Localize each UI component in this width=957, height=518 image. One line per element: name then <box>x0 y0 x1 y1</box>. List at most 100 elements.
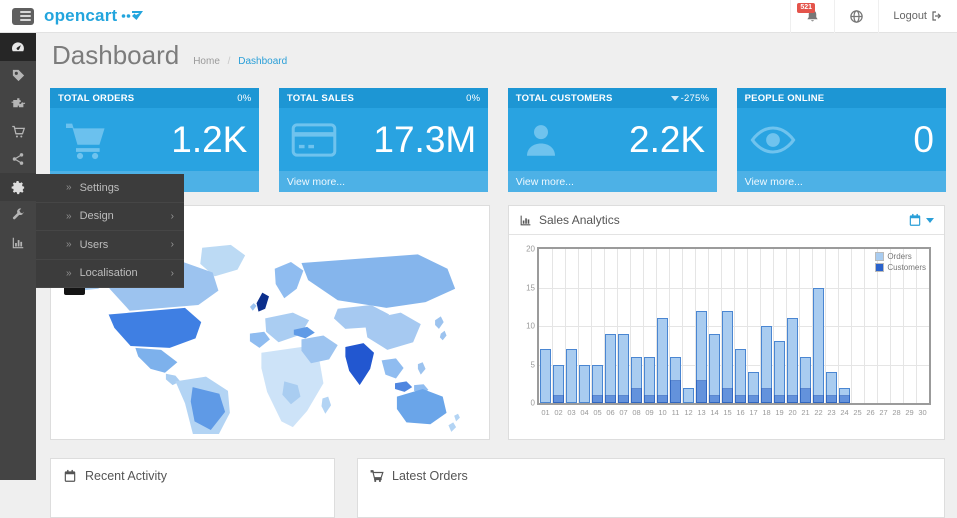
breadcrumb-home[interactable]: Home <box>193 56 220 67</box>
legend-label: Customers <box>887 263 926 272</box>
stat-tile-total-customers: TOTAL CUSTOMERS -275% 2.2K View more... <box>507 88 718 192</box>
stat-tile-value: 2.2K <box>629 119 706 160</box>
x-axis-tick-label: 20 <box>788 408 797 417</box>
customers-bar[interactable] <box>618 395 629 403</box>
sidebar <box>0 33 36 480</box>
world-map[interactable] <box>51 236 489 436</box>
orders-bar[interactable] <box>618 333 629 403</box>
orders-bar[interactable] <box>605 333 616 403</box>
customers-bar[interactable] <box>696 379 707 403</box>
customers-bar[interactable] <box>605 395 616 403</box>
caret-down-icon <box>926 217 934 223</box>
notification-badge: 521 <box>797 2 816 13</box>
x-axis-tick-label: 04 <box>580 408 589 417</box>
orders-bar[interactable] <box>709 333 720 403</box>
customers-bar[interactable] <box>670 379 681 403</box>
caret-down-icon <box>670 95 679 101</box>
stat-tile-value: 0 <box>913 119 934 160</box>
customers-bar[interactable] <box>657 395 668 403</box>
stat-tile-body: 0 <box>736 108 946 171</box>
orders-bar[interactable] <box>657 318 668 403</box>
submenu-remnant <box>64 288 85 295</box>
customers-bar[interactable] <box>592 395 603 403</box>
customers-bar[interactable] <box>553 395 564 403</box>
x-axis-tick-label: 14 <box>710 408 719 417</box>
stores-button[interactable] <box>834 0 878 33</box>
customers-bar[interactable] <box>748 395 759 403</box>
orders-bar[interactable] <box>540 349 551 403</box>
sidebar-item-tools[interactable] <box>0 201 36 229</box>
y-axis-tick-label: 15 <box>526 283 535 292</box>
logout-button[interactable]: Logout <box>878 0 957 33</box>
sidebar-item-catalog[interactable] <box>0 61 36 89</box>
sales-chart[interactable]: 0 5 10 15 20 01 02 03 04 05 06 07 08 09 10 11 12 13 14 15 16… <box>509 235 944 439</box>
cart-icon <box>11 124 26 139</box>
sidebar-item-dashboard[interactable] <box>0 33 36 61</box>
x-axis-tick-label: 12 <box>684 408 693 417</box>
cart-icon <box>370 469 384 483</box>
submenu-item-label: Design <box>79 210 114 223</box>
gauge-icon <box>10 39 26 55</box>
breadcrumb-dashboard[interactable]: Dashboard <box>238 56 288 67</box>
sidebar-item-system[interactable] <box>0 173 36 201</box>
orders-bar[interactable] <box>566 349 577 403</box>
y-axis-tick-label: 0 <box>530 398 535 408</box>
orders-bar[interactable] <box>787 318 798 403</box>
stat-tile-total-sales: TOTAL SALES 0% 17.3M View more... <box>278 88 489 192</box>
customers-bar[interactable] <box>774 395 785 403</box>
sidebar-item-extensions[interactable] <box>0 89 36 117</box>
customers-bar[interactable] <box>787 395 798 403</box>
share-icon <box>11 152 25 166</box>
brand-logo[interactable]: opencart <box>44 6 145 26</box>
chart-legend: Orders Customers <box>875 252 926 274</box>
customers-bar[interactable] <box>709 395 720 403</box>
submenu-item-settings[interactable]: » Settings <box>36 174 184 203</box>
customers-bar[interactable] <box>631 387 642 403</box>
stat-tile-title: TOTAL ORDERS <box>58 92 135 104</box>
x-axis-tick-label: 21 <box>801 408 810 417</box>
chart-plot-area: 0 5 10 15 20 01 02 03 04 05 06 07 08 09 10 11 12 13 14 15 16… <box>526 245 931 417</box>
x-axis-tick-label: 06 <box>606 408 615 417</box>
x-axis-tick-label: 29 <box>905 408 914 417</box>
customers-bar[interactable] <box>722 387 733 403</box>
stat-tile-percent: 0% <box>466 93 480 104</box>
orders-bar[interactable] <box>813 287 824 403</box>
submenu-item-users[interactable]: » Users › <box>36 231 184 260</box>
x-axis-tick-label: 05 <box>593 408 602 417</box>
view-more-link[interactable]: View more... <box>736 171 946 192</box>
customers-bar[interactable] <box>644 395 655 403</box>
chevron-right-icon: › <box>170 210 174 222</box>
stat-tile-value: 1.2K <box>171 119 248 160</box>
submenu-item-design[interactable]: » Design › <box>36 203 184 231</box>
x-axis-tick-label: 25 <box>853 408 862 417</box>
submenu-item-localisation[interactable]: » Localisation › <box>36 260 184 288</box>
user-icon <box>520 119 562 161</box>
double-chevron-icon: » <box>66 210 72 222</box>
customers-bar[interactable] <box>813 395 824 403</box>
x-axis-tick-label: 18 <box>762 408 771 417</box>
menu-toggle-icon[interactable] <box>12 7 34 25</box>
x-axis-tick-label: 11 <box>671 408 680 417</box>
orders-bar[interactable] <box>683 387 694 403</box>
notifications-button[interactable]: 521 <box>790 0 834 33</box>
x-axis-tick-label: 02 <box>554 408 563 417</box>
x-axis-tick-label: 27 <box>879 408 888 417</box>
view-more-link[interactable]: View more... <box>278 171 489 192</box>
date-range-button[interactable] <box>908 213 934 227</box>
sidebar-item-sales[interactable] <box>0 117 36 145</box>
stat-tile-header: TOTAL ORDERS 0% <box>50 88 260 108</box>
customers-bar[interactable] <box>839 395 850 403</box>
tag-icon <box>11 68 26 83</box>
sidebar-item-marketing[interactable] <box>0 145 36 173</box>
customers-bar[interactable] <box>800 387 811 403</box>
orders-bar[interactable] <box>579 364 590 403</box>
customers-bar[interactable] <box>826 395 837 403</box>
view-more-link[interactable]: View more... <box>507 171 718 192</box>
customers-bar[interactable] <box>735 395 746 403</box>
orders-bar[interactable] <box>774 341 785 403</box>
x-axis-tick-label: 08 <box>632 408 641 417</box>
x-axis-tick-label: 26 <box>866 408 875 417</box>
globe-icon <box>849 9 864 24</box>
customers-bar[interactable] <box>761 387 772 403</box>
sidebar-item-reports[interactable] <box>0 229 36 257</box>
